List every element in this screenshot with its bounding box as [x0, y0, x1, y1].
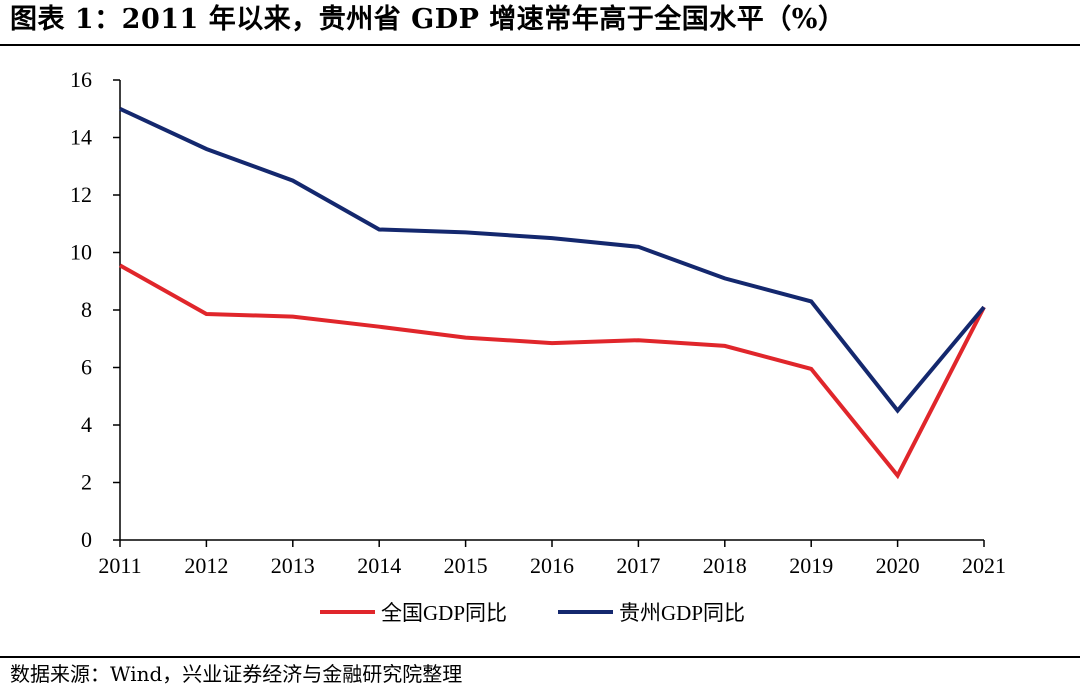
- data-point: [204, 147, 208, 151]
- data-point: [118, 263, 122, 267]
- data-point: [377, 228, 381, 232]
- x-tick-label: 2016: [530, 553, 574, 578]
- legend-label: 全国GDP同比: [381, 601, 507, 625]
- source-rule: [0, 656, 1080, 658]
- x-tick-label: 2021: [962, 553, 1006, 578]
- series-2: [118, 106, 986, 414]
- x-tick-label: 2013: [271, 553, 315, 578]
- data-point: [723, 344, 727, 348]
- x-tick-label: 2012: [184, 553, 228, 578]
- data-point: [204, 312, 208, 316]
- chart-legend: 全国GDP同比 贵州GDP同比: [320, 601, 745, 625]
- data-point: [291, 315, 295, 319]
- data-point: [896, 474, 900, 478]
- y-tick-label: 16: [70, 67, 92, 92]
- chart-axes: 0 2 4 6 8 10 12 14 16 2011 2012 2013 2014 2015 2016 201…: [70, 67, 1006, 578]
- line-chart: 0 2 4 6 8 10 12 14 16 2011 2012 2013 2014 2015 2016 201…: [70, 67, 1006, 625]
- y-tick-label: 12: [70, 182, 92, 207]
- data-point: [809, 367, 813, 371]
- series-1: [118, 263, 986, 480]
- y-tick-label: 8: [81, 297, 92, 322]
- x-tick-label: 2014: [357, 553, 401, 578]
- x-tick-label: 2011: [98, 553, 141, 578]
- y-tick-label: 4: [81, 412, 92, 437]
- legend-item: 全国GDP同比: [320, 601, 507, 625]
- data-point: [896, 409, 900, 413]
- x-tick-label: 2020: [876, 553, 920, 578]
- title-rule: [0, 44, 1080, 46]
- data-point: [636, 338, 640, 342]
- y-tick-label: 14: [70, 125, 92, 150]
- data-point: [636, 245, 640, 249]
- data-point: [464, 336, 468, 340]
- x-tick-label: 2017: [616, 553, 660, 578]
- series-line: [119, 263, 986, 480]
- series-line: [119, 106, 986, 414]
- legend-item: 贵州GDP同比: [558, 601, 745, 625]
- data-point: [982, 305, 986, 309]
- y-tick-label: 6: [81, 355, 92, 380]
- figure-title: 图表 1：2011 年以来，贵州省 GDP 增速常年高于全国水平（%）: [10, 4, 846, 35]
- data-point: [809, 299, 813, 303]
- legend-label: 贵州GDP同比: [619, 601, 745, 625]
- y-tick-label: 10: [70, 240, 92, 265]
- chart-series: [118, 106, 986, 480]
- y-tick-label: 0: [81, 527, 92, 552]
- y-tick-label: 2: [81, 470, 92, 495]
- data-point: [464, 230, 468, 234]
- data-point: [723, 276, 727, 280]
- data-point: [550, 341, 554, 345]
- x-tick-label: 2019: [789, 553, 833, 578]
- source-note: 数据来源：Wind，兴业证券经济与金融研究院整理: [10, 662, 463, 686]
- x-tick-label: 2015: [444, 553, 488, 578]
- x-tick-label: 2018: [703, 553, 747, 578]
- data-point: [377, 325, 381, 329]
- data-point: [118, 107, 122, 111]
- data-point: [550, 236, 554, 240]
- data-point: [291, 179, 295, 183]
